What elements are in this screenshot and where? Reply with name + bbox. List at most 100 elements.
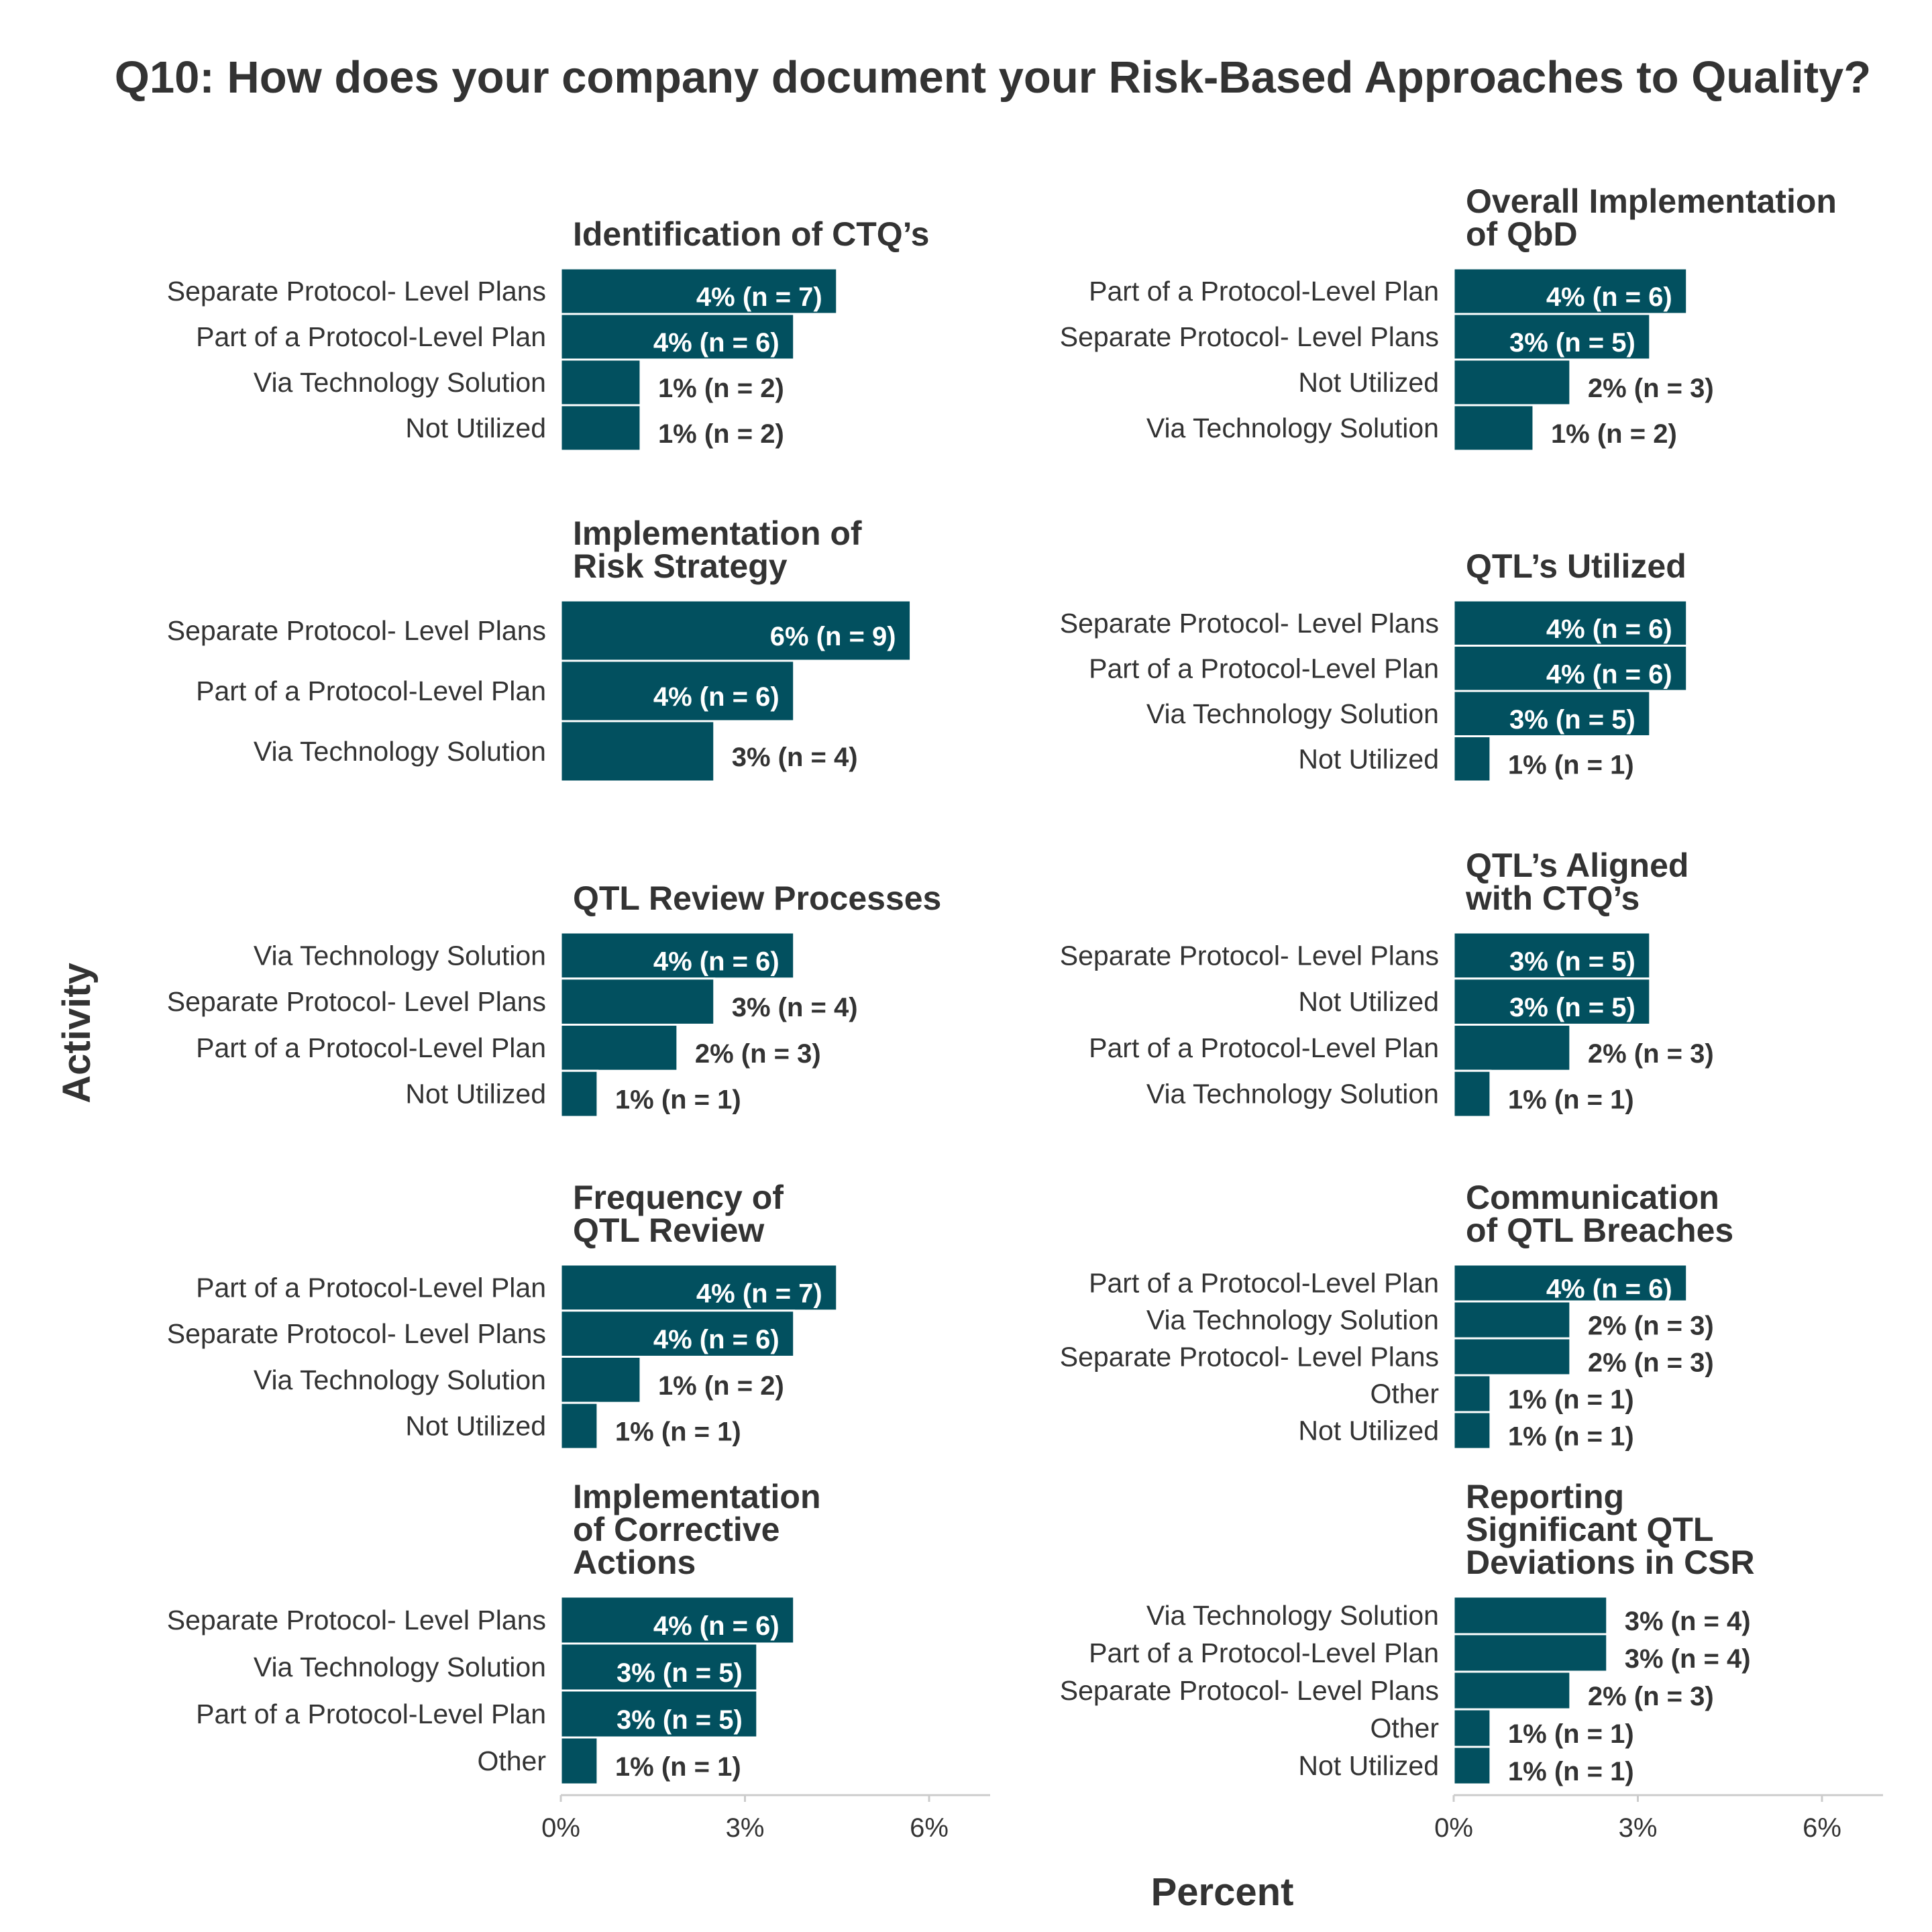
bar: [559, 977, 716, 1026]
panel-title: Frequency of: [573, 1179, 784, 1216]
x-tick-label: 3%: [1619, 1813, 1658, 1843]
bar: [1452, 645, 1688, 692]
chart-title: Q10: How does your company document your…: [115, 52, 1871, 103]
category-label: Separate Protocol- Level Plans: [167, 1318, 546, 1349]
data-label: 2% (n = 3): [1588, 1039, 1714, 1069]
panel-title: Deviations in CSR: [1466, 1544, 1755, 1581]
data-label: 3% (n = 4): [732, 993, 858, 1022]
category-label: Part of a Protocol-Level Plan: [196, 1272, 546, 1303]
category-label: Other: [1370, 1713, 1439, 1743]
bar: [559, 1401, 599, 1450]
category-label: Separate Protocol- Level Plans: [167, 276, 546, 307]
bar: [1452, 404, 1535, 452]
data-label: 3% (n = 4): [732, 743, 858, 772]
data-label: 3% (n = 5): [1509, 993, 1635, 1022]
category-label: Part of a Protocol-Level Plan: [1089, 1638, 1439, 1668]
data-label: 1% (n = 1): [1508, 1385, 1634, 1415]
data-label: 3% (n = 5): [1509, 947, 1635, 976]
category-label: Separate Protocol- Level Plans: [167, 1605, 546, 1635]
panels: Identification of CTQ’s Separate Protocol…: [167, 182, 1883, 1843]
bar: [1452, 1069, 1492, 1118]
category-label: Part of a Protocol-Level Plan: [1089, 276, 1439, 307]
data-label: 4% (n = 6): [1546, 659, 1672, 689]
category-label: Via Technology Solution: [1146, 698, 1439, 729]
data-label: 4% (n = 6): [1546, 1275, 1672, 1304]
panel-title: Reporting: [1466, 1478, 1624, 1515]
category-label: Via Technology Solution: [1146, 1600, 1439, 1631]
bar: [559, 720, 716, 783]
category-label: Separate Protocol- Level Plans: [1060, 608, 1439, 639]
x-axis-title: Percent: [1151, 1870, 1294, 1914]
bar: [559, 1642, 759, 1692]
bar: [1452, 1595, 1609, 1635]
data-label: 3% (n = 5): [616, 1705, 743, 1735]
category-label: Separate Protocol- Level Plans: [167, 986, 546, 1017]
bar: [559, 1356, 642, 1404]
category-label: Separate Protocol- Level Plans: [1060, 1675, 1439, 1706]
bar: [1452, 1374, 1492, 1413]
category-label: Not Utilized: [405, 413, 546, 443]
category-label: Not Utilized: [1298, 986, 1439, 1017]
category-label: Via Technology Solution: [1146, 413, 1439, 443]
data-label: 3% (n = 5): [616, 1658, 743, 1688]
category-label: Other: [1370, 1379, 1439, 1409]
data-label: 2% (n = 3): [695, 1039, 821, 1069]
category-label: Part of a Protocol-Level Plan: [196, 676, 546, 706]
bar: [1452, 1633, 1609, 1673]
data-label: 1% (n = 1): [615, 1417, 741, 1447]
y-axis-title: Activity: [55, 963, 99, 1104]
panel-title: Communication: [1466, 1179, 1719, 1216]
bar: [559, 358, 642, 407]
data-label: 4% (n = 6): [1546, 614, 1672, 644]
bar: [559, 404, 642, 452]
data-label: 2% (n = 3): [1588, 1682, 1714, 1711]
bar: [1452, 690, 1652, 737]
data-label: 3% (n = 5): [1509, 705, 1635, 735]
bar: [1452, 931, 1652, 980]
category-label: Separate Protocol- Level Plans: [1060, 940, 1439, 971]
x-tick-label: 0%: [541, 1813, 580, 1843]
data-label: 4% (n = 6): [653, 1325, 780, 1354]
category-label: Not Utilized: [1298, 1415, 1439, 1446]
bar: [1452, 977, 1652, 1026]
bar: [1452, 1337, 1572, 1377]
category-label: Part of a Protocol-Level Plan: [196, 321, 546, 352]
data-label: 2% (n = 3): [1588, 1348, 1714, 1378]
category-label: Part of a Protocol-Level Plan: [196, 1032, 546, 1063]
data-label: 4% (n = 6): [1546, 282, 1672, 312]
bar: [1452, 1411, 1492, 1450]
panel-title: QTL Review Processes: [573, 879, 941, 917]
category-label: Separate Protocol- Level Plans: [1060, 1342, 1439, 1373]
data-label: 3% (n = 5): [1509, 328, 1635, 358]
panel-title: of QTL Breaches: [1466, 1212, 1733, 1249]
data-label: 4% (n = 6): [653, 682, 780, 712]
category-label: Via Technology Solution: [1146, 1305, 1439, 1336]
panel-title: with CTQ’s: [1465, 879, 1640, 917]
panel-title: Implementation of: [573, 515, 862, 552]
data-label: 4% (n = 7): [696, 1279, 822, 1308]
x-tick-label: 6%: [910, 1813, 949, 1843]
data-label: 4% (n = 7): [696, 282, 822, 312]
bar: [1452, 735, 1492, 783]
bar: [559, 1736, 599, 1786]
panel-title: Risk Strategy: [573, 547, 788, 585]
x-tick-label: 0%: [1434, 1813, 1473, 1843]
data-label: 1% (n = 2): [658, 1371, 784, 1401]
bar: [1452, 1708, 1492, 1748]
category-label: Not Utilized: [405, 1079, 546, 1110]
data-label: 1% (n = 1): [1508, 1719, 1634, 1749]
category-label: Not Utilized: [1298, 1750, 1439, 1781]
data-label: 1% (n = 2): [658, 419, 784, 449]
data-label: 6% (n = 9): [770, 622, 896, 651]
data-label: 2% (n = 3): [1588, 1311, 1714, 1341]
bar: [559, 931, 796, 980]
category-label: Separate Protocol- Level Plans: [1060, 321, 1439, 352]
category-label: Part of a Protocol-Level Plan: [196, 1699, 546, 1729]
panel-title: Overall Implementation: [1466, 182, 1837, 220]
category-label: Via Technology Solution: [254, 367, 546, 398]
data-label: 1% (n = 1): [615, 1085, 741, 1115]
